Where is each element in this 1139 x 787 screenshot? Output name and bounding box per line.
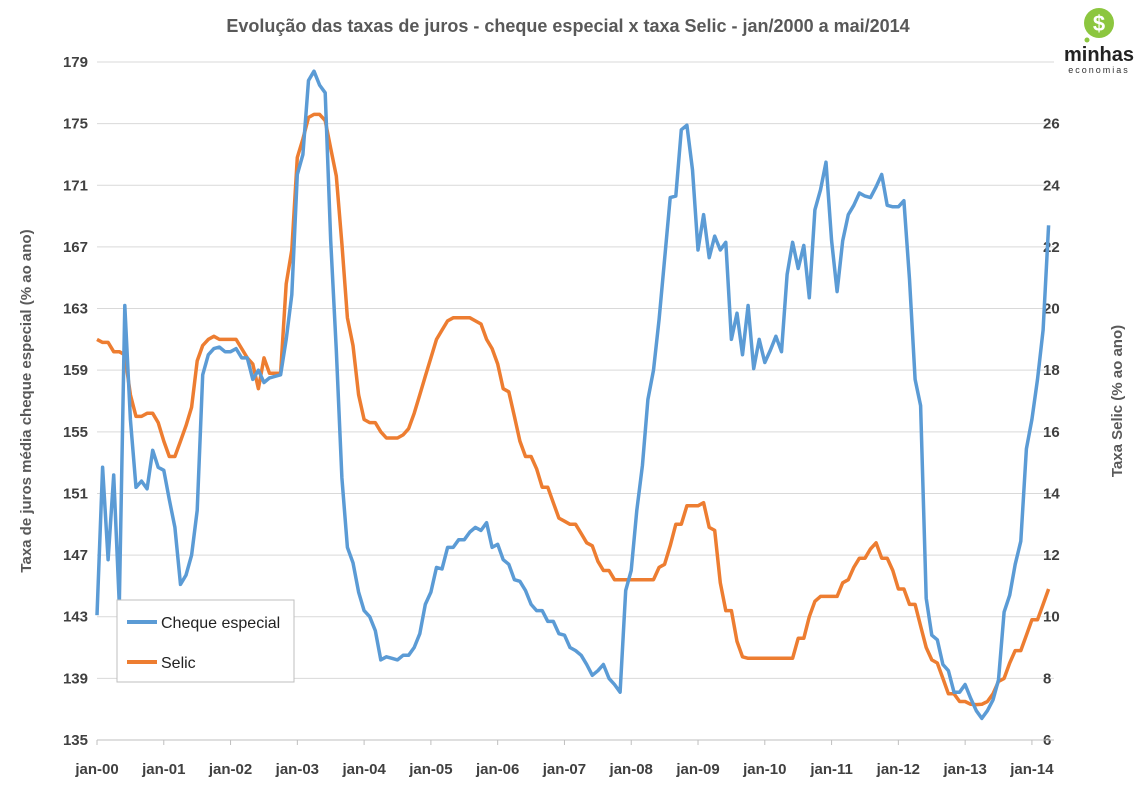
svg-text:economias: economias: [1068, 65, 1130, 75]
minhas-economias-logo: $ minhas economias: [1064, 8, 1134, 75]
gridlines: [97, 61, 1054, 679]
x-tick-label: jan-11: [809, 761, 853, 778]
right-tick-label: 24: [1043, 177, 1060, 194]
legend-label-cheque: Cheque especial: [161, 615, 280, 632]
left-tick-label: 167: [63, 239, 88, 256]
right-tick-label: 8: [1043, 670, 1051, 687]
x-tick-label: jan-03: [275, 761, 319, 778]
x-tick-label: jan-01: [141, 761, 185, 778]
left-tick-label: 159: [63, 362, 88, 379]
x-tick-label: jan-07: [542, 761, 586, 778]
legend-label-selic: Selic: [161, 655, 196, 672]
left-tick-label: 147: [63, 547, 88, 564]
left-tick-label: 163: [63, 301, 88, 318]
right-tick-label: 14: [1043, 485, 1060, 502]
dollar-bubble-icon: [1084, 8, 1114, 38]
x-tick-label: jan-04: [341, 761, 386, 778]
left-tick-label: 135: [63, 732, 88, 749]
x-axis-ticks: jan-00 jan-01 jan-02 jan-03 jan-04 jan-05 jan-…: [74, 740, 1054, 778]
left-tick-label: 139: [63, 670, 88, 687]
x-tick-label: jan-14: [1009, 761, 1054, 778]
x-tick-label: jan-05: [408, 761, 452, 778]
x-tick-label: jan-06: [475, 761, 519, 778]
left-axis-title: Taxa de juros média cheque especial (% a…: [18, 229, 35, 572]
chart-title: Evolução das taxas de juros - cheque esp…: [226, 16, 909, 36]
x-tick-label: jan-02: [208, 761, 252, 778]
legend-box: [116, 599, 295, 683]
left-axis-ticks: 135 139 143 147 151 155 159 163 167 171 175 179: [63, 54, 88, 749]
left-tick-label: 171: [63, 177, 88, 194]
left-tick-label: 155: [63, 424, 88, 441]
right-tick-label: 26: [1043, 116, 1060, 133]
left-tick-label: 179: [63, 54, 88, 71]
svg-text:$: $: [1093, 11, 1105, 36]
legend: Cheque especial Selic: [116, 599, 295, 683]
left-tick-label: 175: [63, 116, 88, 133]
right-tick-label: 20: [1043, 301, 1060, 318]
right-axis-title: Taxa Selic (% ao ano): [1109, 325, 1126, 477]
x-tick-label: jan-00: [74, 761, 118, 778]
x-tick-label: jan-09: [675, 761, 719, 778]
x-tick-label: jan-12: [876, 761, 920, 778]
x-tick-label: jan-08: [609, 761, 653, 778]
right-tick-label: 10: [1043, 609, 1060, 626]
series-line-cheque-especial: [95, 69, 1051, 721]
left-tick-label: 151: [63, 485, 88, 502]
x-tick-label: jan-13: [942, 761, 986, 778]
right-tick-label: 16: [1043, 424, 1060, 441]
left-tick-label: 143: [63, 609, 88, 626]
right-tick-label: 18: [1043, 362, 1060, 379]
right-tick-label: 12: [1043, 547, 1060, 564]
x-tick-label: jan-10: [742, 761, 786, 778]
svg-text:minhas: minhas: [1064, 44, 1134, 66]
